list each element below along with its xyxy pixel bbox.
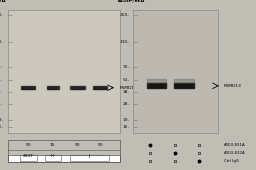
Text: 16-: 16- [123, 125, 130, 129]
Text: 38-: 38- [123, 90, 130, 94]
Text: 250-: 250- [120, 13, 130, 17]
Text: 28-: 28- [123, 102, 130, 106]
Text: Ctrl IgG: Ctrl IgG [223, 159, 239, 163]
Text: H: H [51, 154, 54, 158]
Text: 19-: 19- [123, 118, 130, 122]
Text: 19-: 19- [0, 118, 3, 122]
FancyBboxPatch shape [8, 155, 120, 162]
Text: 50: 50 [25, 143, 31, 147]
Text: 50: 50 [97, 143, 103, 147]
Text: 250-: 250- [0, 13, 3, 17]
Text: 70-: 70- [0, 65, 3, 69]
Text: PSMD13: PSMD13 [223, 84, 241, 88]
Text: A. WB: A. WB [0, 0, 6, 3]
Text: 38-: 38- [0, 90, 3, 94]
Text: 50: 50 [75, 143, 80, 147]
Text: 293T: 293T [23, 154, 34, 158]
Text: A303-832A: A303-832A [223, 151, 245, 155]
Text: 16-: 16- [0, 125, 3, 129]
Text: 130-: 130- [0, 40, 3, 44]
Text: 130-: 130- [120, 40, 130, 44]
Text: 70-: 70- [123, 65, 130, 69]
Text: A303-831A: A303-831A [223, 143, 245, 147]
Text: J: J [89, 154, 90, 158]
Text: kDa: kDa [118, 0, 127, 3]
Text: 15: 15 [50, 143, 56, 147]
Text: PSMD13: PSMD13 [119, 86, 137, 90]
Text: 51-: 51- [0, 78, 3, 82]
Text: 28-: 28- [0, 102, 3, 106]
Text: B. IP/WB: B. IP/WB [118, 0, 145, 3]
Text: 51-: 51- [122, 78, 130, 82]
